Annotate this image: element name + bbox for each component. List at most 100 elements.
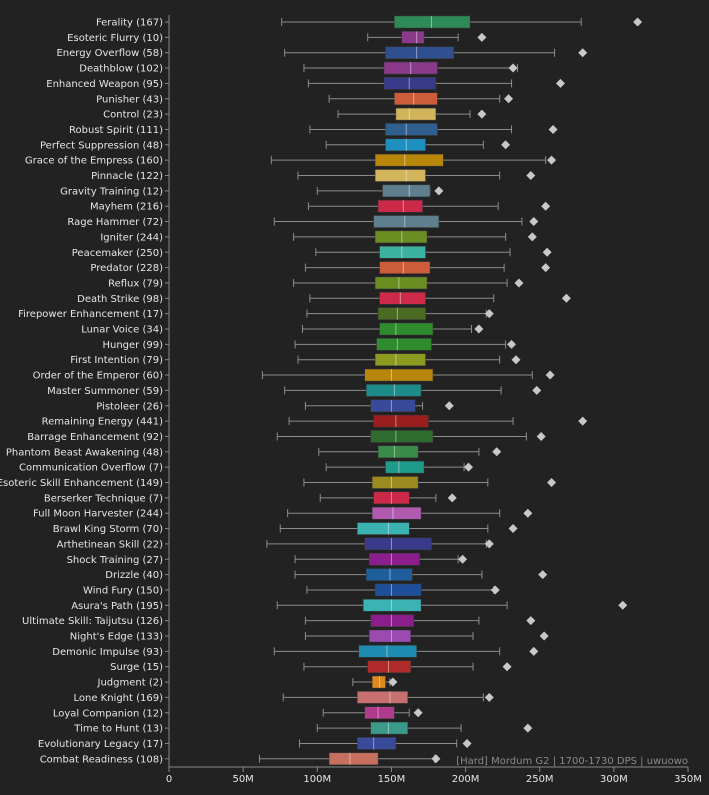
outlier-diamond: [526, 616, 536, 626]
category-label: Combat Readiness (108): [40, 754, 163, 765]
box-iqr: [379, 292, 426, 305]
category-label: Surge (15): [110, 662, 163, 673]
outlier-diamond: [477, 32, 487, 42]
outlier-diamond: [484, 692, 494, 702]
box-iqr: [374, 353, 426, 366]
box-iqr: [368, 553, 420, 566]
x-axis-ticks: 0 50M 100M 150M 200M 250M 300M 350M: [165, 21, 702, 785]
box-iqr: [377, 199, 423, 213]
outlier-diamond: [508, 63, 518, 73]
box-iqr: [373, 215, 440, 228]
x-tick-label: 200M: [452, 774, 480, 785]
outlier-diamond: [526, 171, 536, 180]
box-iqr: [363, 599, 422, 612]
outlier-diamond: [541, 263, 551, 273]
outlier-markers: [388, 17, 643, 764]
category-label: Perfect Suppression (48): [40, 140, 163, 151]
outlier-diamond: [458, 554, 468, 564]
box-iqr: [394, 92, 438, 105]
outlier-diamond: [508, 524, 518, 534]
box-iqr: [328, 752, 379, 766]
category-label: Evolutionary Legacy (17): [38, 739, 163, 750]
whiskers: [258, 18, 582, 763]
category-label: Judgment (2): [97, 678, 164, 689]
category-label: Firepower Enhancement (17): [18, 309, 163, 320]
outlier-diamond: [474, 324, 484, 334]
category-label: Pinnacle (122): [91, 171, 163, 182]
box-iqr: [377, 445, 419, 459]
x-tick-label: 100M: [303, 774, 331, 785]
category-label: Loyal Companion (12): [53, 708, 163, 719]
box-iqr: [377, 307, 426, 320]
category-label: Shock Training (27): [67, 555, 164, 566]
outlier-diamond: [538, 570, 548, 580]
outlier-diamond: [523, 723, 533, 733]
outlier-diamond: [511, 355, 521, 365]
category-label: Ultimate Skill: Taijutsu (126): [22, 616, 163, 627]
box-iqr: [370, 614, 414, 627]
outlier-diamond: [431, 754, 441, 764]
box-iqr: [382, 184, 431, 198]
box-iqr: [364, 706, 395, 719]
outlier-diamond: [477, 109, 487, 119]
box-iqr: [357, 737, 397, 750]
outlier-diamond: [547, 478, 557, 487]
outlier-diamond: [578, 48, 588, 58]
category-label: Barrage Enhancement (92): [27, 432, 163, 443]
outlier-diamond: [492, 447, 502, 457]
x-tick-label: 0: [166, 774, 172, 785]
category-label: Arthetinean Skill (22): [57, 539, 163, 550]
category-label: Peacemaker (250): [72, 248, 163, 259]
outlier-diamond: [462, 738, 472, 748]
category-label: Predator (228): [90, 263, 163, 274]
category-label: Lone Knight (169): [73, 693, 163, 704]
outlier-diamond: [542, 247, 552, 257]
category-label: Punisher (43): [96, 94, 163, 105]
category-label: Master Summoner (59): [47, 386, 163, 397]
outlier-diamond: [561, 293, 571, 303]
box-iqr: [374, 276, 428, 290]
box-iqr: [385, 460, 425, 474]
outlier-diamond: [504, 94, 514, 104]
box-iqr: [371, 476, 419, 489]
outlier-diamond: [523, 508, 533, 518]
outlier-diamond: [633, 17, 643, 27]
box-iqr: [368, 629, 411, 643]
x-tick-label: 300M: [600, 774, 628, 785]
outlier-diamond: [541, 201, 551, 211]
category-label: Ferality (167): [96, 18, 163, 29]
outlier-diamond: [434, 186, 444, 196]
category-label: Asura's Path (195): [71, 601, 163, 612]
x-tick-label: 50M: [232, 774, 253, 785]
box-iqr: [394, 15, 471, 29]
box-iqr: [357, 691, 408, 704]
box-iqr: [385, 138, 426, 152]
box-iqr: [373, 414, 429, 428]
box-iqr: [371, 675, 386, 689]
category-label: Enhanced Weapon (95): [46, 79, 163, 90]
box-iqr: [358, 645, 417, 658]
box-iqr: [383, 77, 437, 90]
outlier-diamond: [502, 662, 512, 672]
chart-caption: [Hard] Mordum G2 | 1700-1730 DPS | uwuow…: [456, 756, 688, 767]
boxes: [328, 15, 471, 766]
box-iqr: [367, 660, 411, 673]
category-label: Igniter (244): [100, 232, 163, 243]
category-label: Order of the Emperor (60): [33, 371, 163, 382]
box-iqr: [379, 261, 431, 274]
box-iqr: [379, 322, 434, 336]
box-iqr: [370, 721, 408, 735]
box-iqr: [364, 537, 432, 551]
category-label: Grace of the Empress (160): [25, 156, 163, 167]
category-label: Control (23): [103, 110, 163, 121]
box-iqr: [385, 46, 454, 59]
outlier-diamond: [484, 539, 494, 549]
box-iqr: [365, 384, 422, 397]
x-tick-label: 250M: [526, 774, 554, 785]
outlier-diamond: [464, 462, 474, 472]
category-label: Wind Fury (150): [83, 585, 163, 596]
x-tick-label: 150M: [378, 774, 406, 785]
outlier-diamond: [444, 401, 454, 411]
outlier-diamond: [536, 431, 546, 441]
box-iqr: [370, 430, 434, 443]
